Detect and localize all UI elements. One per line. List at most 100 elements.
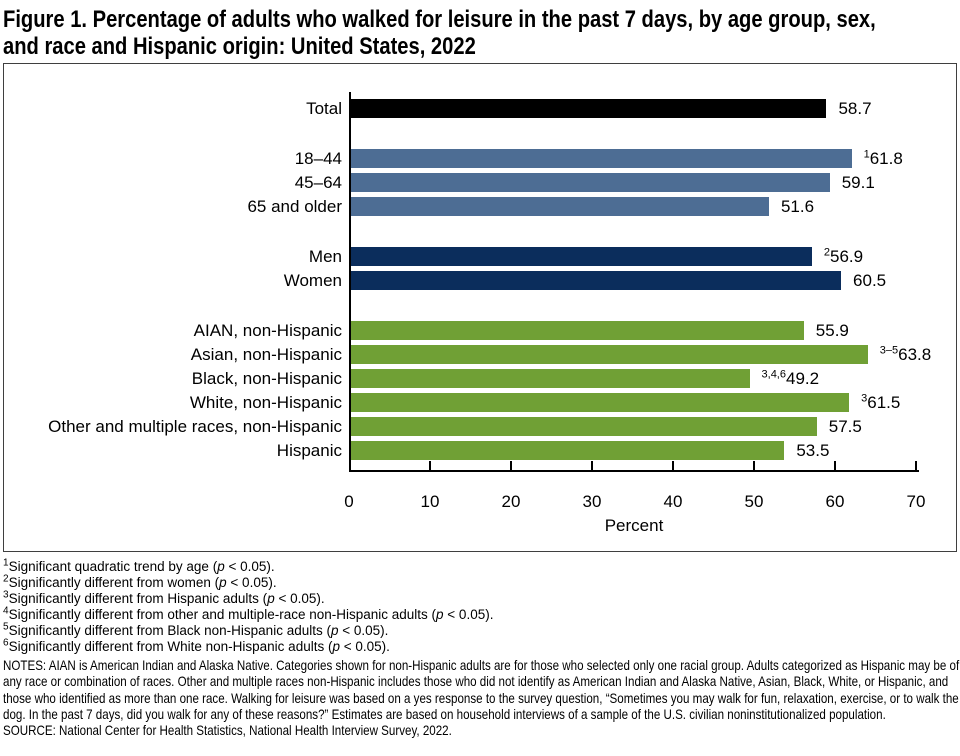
axis-tick [429, 461, 431, 470]
notes-source-block: NOTES: AIAN is American Indian and Alask… [3, 657, 960, 738]
category-label: 65 and older [247, 197, 342, 216]
value-label: 256.9 [823, 246, 864, 266]
bar [351, 441, 785, 460]
axis-tick-label: 0 [344, 492, 354, 511]
footnotes: 1Significant quadratic trend by age (p <… [3, 557, 960, 655]
chart-area: Total 58.7 18–44 161.8 45–64 59.1 65 and older… [3, 63, 957, 552]
bar [351, 321, 804, 340]
bar-track: 60.5 [351, 271, 886, 290]
axis-tick [672, 461, 674, 470]
footnote: 3Significantly different from Hispanic a… [3, 589, 325, 606]
value-label: 59.1 [841, 173, 875, 192]
source-text: SOURCE: National Center for Health Stati… [3, 722, 452, 739]
value-label: 53.5 [796, 441, 830, 460]
axis-tick-label: 20 [501, 492, 521, 511]
figure-title: Figure 1. Percentage of adults who walke… [0, 0, 960, 60]
figure-title-line1: Figure 1. Percentage of adults who walke… [3, 6, 876, 33]
bar-row: Women 60.5 [4, 271, 956, 295]
bar-row: 65 and older 51.6 [4, 197, 956, 221]
bar-track: 161.8 [351, 149, 903, 168]
bar-track: 59.1 [351, 173, 875, 192]
p-value-italic: p [436, 607, 444, 622]
value-label: 60.5 [853, 271, 887, 290]
bar-row: Other and multiple races, non-Hispanic 57… [4, 417, 956, 441]
p-value-italic: p [330, 623, 339, 638]
bar [351, 197, 769, 216]
bar [351, 393, 850, 412]
bar [351, 99, 827, 118]
bar [351, 369, 750, 388]
category-label: Women [283, 271, 342, 290]
footnote-number: 6 [3, 637, 9, 649]
axis-tick-label: 50 [744, 492, 764, 511]
bar-track: 53.5 [351, 441, 829, 460]
bar-track: 51.6 [351, 197, 814, 216]
bar-row: Asian, non-Hispanic 3–563.8 [4, 345, 956, 369]
significance-superscript: 3–5 [879, 344, 899, 357]
footnote-number: 5 [3, 621, 9, 633]
value-label: 161.8 [863, 148, 903, 168]
category-label: Other and multiple races, non-Hispanic [48, 417, 342, 436]
axis-tick [753, 461, 755, 470]
value-label: 361.5 [861, 392, 901, 412]
bar-row: Men 256.9 [4, 247, 956, 271]
bar-row: 18–44 161.8 [4, 149, 956, 173]
category-label: Black, non-Hispanic [191, 369, 342, 388]
bar [351, 247, 812, 266]
significance-superscript: 1 [863, 148, 870, 161]
bar-row: AIAN, non-Hispanic 55.9 [4, 321, 956, 345]
axis-tick-label: 60 [825, 492, 845, 511]
axis-tick-label: 10 [420, 492, 440, 511]
bar-track: 55.9 [351, 321, 849, 340]
value-label: 58.7 [838, 99, 872, 118]
category-label: Asian, non-Hispanic [190, 345, 342, 364]
axis-tick [510, 461, 512, 470]
footnote-number: 2 [3, 573, 9, 585]
x-axis-line [349, 470, 919, 472]
bar [351, 149, 852, 168]
x-axis-title: Percent [604, 516, 664, 535]
bar [351, 173, 830, 192]
footnote: 2Significantly different from women (p <… [3, 573, 277, 590]
bar-row: White, non-Hispanic 361.5 [4, 393, 956, 417]
category-label: AIAN, non-Hispanic [193, 321, 342, 340]
footnote-number: 3 [3, 589, 9, 601]
bar-row: Hispanic 53.5 [4, 441, 956, 465]
bar-track: 3,4,649.2 [351, 369, 819, 388]
category-label: Total [306, 99, 342, 118]
value-label: 55.9 [815, 321, 849, 340]
axis-tick [915, 461, 917, 470]
p-value-italic: p [219, 575, 227, 590]
axis-tick-label: 40 [663, 492, 683, 511]
bar-row: Black, non-Hispanic 3,4,649.2 [4, 369, 956, 393]
value-label: 3–563.8 [879, 344, 932, 364]
axis-tick [591, 461, 593, 470]
p-value-italic: p [267, 591, 275, 606]
category-label: Men [308, 247, 342, 266]
bar [351, 417, 817, 436]
footnote: 6Significantly different from White non-… [3, 637, 390, 654]
category-label: 45–64 [294, 173, 342, 192]
category-label: Hispanic [276, 441, 342, 460]
bar [351, 345, 868, 364]
bar-track: 57.5 [351, 417, 862, 436]
significance-superscript: 3,4,6 [761, 368, 786, 381]
value-label: 57.5 [828, 417, 862, 436]
y-axis-line [349, 92, 351, 472]
axis-tick-label: 70 [906, 492, 926, 511]
axis-tick-label: 30 [582, 492, 602, 511]
significance-superscript: 2 [823, 246, 830, 259]
figure-title-line2: and race and Hispanic origin: United Sta… [3, 33, 476, 60]
bar-track: 3–563.8 [351, 345, 931, 364]
category-label: White, non-Hispanic [189, 393, 342, 412]
significance-superscript: 3 [861, 392, 868, 405]
p-value-italic: p [332, 639, 340, 654]
bar-row: Total 58.7 [4, 99, 956, 123]
footnote: 5Significantly different from Black non-… [3, 621, 389, 638]
footnote: 4Significantly different from other and … [3, 605, 494, 622]
p-value-italic: p [217, 559, 225, 574]
footnote-number: 4 [3, 605, 9, 617]
footnote: 1Significant quadratic trend by age (p <… [3, 557, 275, 574]
notes-text: NOTES: AIAN is American Indian and Alask… [3, 657, 960, 722]
axis-tick [834, 461, 836, 470]
